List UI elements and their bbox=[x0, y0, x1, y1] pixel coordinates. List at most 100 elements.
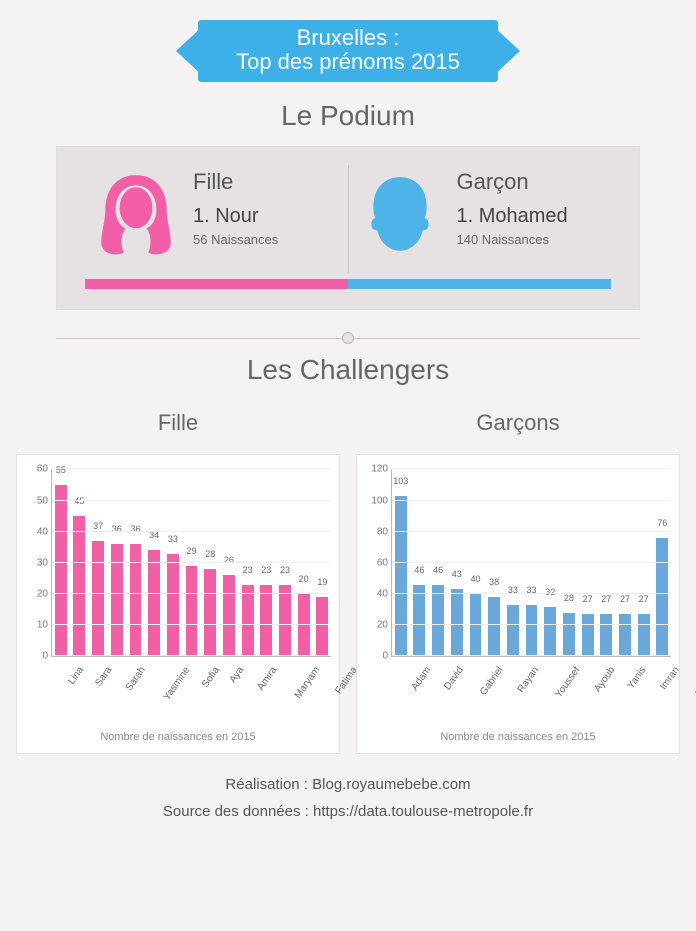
boy-winner: 1. Mohamed bbox=[457, 205, 568, 228]
divider-dot bbox=[342, 332, 354, 344]
bar-value-label: 27 bbox=[583, 594, 593, 604]
boys-xlabels: AdamDavidGabrielRayanYoussefAyoubYanisIm… bbox=[391, 657, 671, 713]
bar-value-label: 23 bbox=[261, 565, 271, 575]
bar-wrap: 33 bbox=[507, 469, 519, 656]
gridline bbox=[52, 468, 331, 469]
bar-value-label: 23 bbox=[280, 565, 290, 575]
ytick-label: 20 bbox=[22, 589, 48, 600]
bar-wrap: 27 bbox=[600, 469, 612, 656]
bar-value-label: 19 bbox=[317, 577, 327, 587]
bar-wrap: 29 bbox=[186, 469, 198, 656]
bar-wrap: 36 bbox=[130, 469, 142, 656]
bar-wrap: 34 bbox=[148, 469, 160, 656]
bar-wrap: 23 bbox=[260, 469, 272, 656]
bar-wrap: 40 bbox=[470, 469, 482, 656]
bar-wrap: 43 bbox=[451, 469, 463, 656]
charts-row: Fille 554537363634332928262323232019 010… bbox=[8, 400, 688, 754]
bar bbox=[186, 566, 198, 656]
girl-births: 56 Naissances bbox=[193, 232, 278, 247]
infographic-root: Bruxelles : Top des prénoms 2015 Le Podi… bbox=[0, 0, 696, 832]
section-divider bbox=[56, 332, 640, 344]
boys-bar-chart: 1034646434038333332282727272776 02040608… bbox=[356, 454, 680, 754]
bar bbox=[544, 607, 556, 657]
ytick-label: 100 bbox=[362, 495, 388, 506]
gridline bbox=[52, 562, 331, 563]
girl-label: Fille bbox=[193, 169, 278, 195]
bar-wrap: 19 bbox=[316, 469, 328, 656]
bar-wrap: 20 bbox=[298, 469, 310, 656]
bar-wrap: 32 bbox=[544, 469, 556, 656]
podium-girl-text: Fille 1. Nour 56 Naissances bbox=[193, 169, 278, 247]
ytick-label: 0 bbox=[362, 651, 388, 662]
bar-value-label: 23 bbox=[243, 565, 253, 575]
podium-bar bbox=[85, 279, 611, 289]
bar bbox=[600, 614, 612, 656]
bar-wrap: 23 bbox=[242, 469, 254, 656]
bar bbox=[148, 550, 160, 656]
bar bbox=[507, 605, 519, 656]
gridline bbox=[392, 593, 671, 594]
girls-chart-col: Fille 554537363634332928262323232019 010… bbox=[16, 400, 340, 754]
ytick-label: 60 bbox=[22, 464, 48, 475]
bar-value-label: 33 bbox=[168, 534, 178, 544]
bar-wrap: 33 bbox=[526, 469, 538, 656]
podium-row: Fille 1. Nour 56 Naissances Garçon 1. Mo… bbox=[85, 165, 611, 273]
ytick-label: 120 bbox=[362, 464, 388, 475]
bar-value-label: 46 bbox=[433, 565, 443, 575]
gridline bbox=[392, 468, 671, 469]
bar bbox=[279, 585, 291, 657]
bar bbox=[413, 585, 425, 657]
title-line-1: Bruxelles : bbox=[236, 26, 460, 50]
girls-xlabels: LinaSaraSarahYasmineSofiaAyaAmiraMaryamF… bbox=[51, 657, 331, 713]
bar-value-label: 46 bbox=[414, 565, 424, 575]
bar-value-label: 43 bbox=[452, 569, 462, 579]
podium-card: Fille 1. Nour 56 Naissances Garçon 1. Mo… bbox=[56, 146, 640, 310]
podium-girl: Fille 1. Nour 56 Naissances bbox=[85, 165, 348, 273]
bar-value-label: 28 bbox=[205, 549, 215, 559]
gridline bbox=[52, 655, 331, 656]
title-line-2: Top des prénoms 2015 bbox=[236, 50, 460, 74]
ytick-label: 0 bbox=[22, 651, 48, 662]
boys-caption: Nombre de naissances en 2015 bbox=[357, 731, 679, 743]
bar-value-label: 55 bbox=[56, 465, 66, 475]
bar-value-label: 40 bbox=[470, 574, 480, 584]
gridline bbox=[392, 562, 671, 563]
bar-wrap: 27 bbox=[619, 469, 631, 656]
podium-boy-text: Garçon 1. Mohamed 140 Naissances bbox=[457, 169, 568, 247]
bar-value-label: 45 bbox=[74, 496, 84, 506]
bar-wrap: 76 bbox=[656, 469, 668, 656]
girls-bar-chart: 554537363634332928262323232019 010203040… bbox=[16, 454, 340, 754]
boy-births: 140 Naissances bbox=[457, 232, 568, 247]
bar bbox=[73, 516, 85, 656]
bar-value-label: 34 bbox=[149, 530, 159, 540]
ytick-label: 40 bbox=[22, 526, 48, 537]
bar-wrap: 26 bbox=[223, 469, 235, 656]
ytick-label: 40 bbox=[362, 589, 388, 600]
bar-value-label: 76 bbox=[657, 518, 667, 528]
bar-wrap: 45 bbox=[73, 469, 85, 656]
podium-bar-blue bbox=[348, 279, 611, 289]
bar-wrap: 103 bbox=[395, 469, 407, 656]
bar bbox=[526, 605, 538, 656]
bar-value-label: 29 bbox=[187, 546, 197, 556]
challengers-heading: Les Challengers bbox=[8, 354, 688, 386]
boys-chart-col: Garçons 1034646434038333332282727272776 … bbox=[356, 400, 680, 754]
ytick-label: 20 bbox=[362, 620, 388, 631]
girls-caption: Nombre de naissances en 2015 bbox=[17, 731, 339, 743]
ytick-label: 50 bbox=[22, 495, 48, 506]
bar bbox=[432, 585, 444, 657]
girl-head-icon bbox=[95, 169, 177, 261]
bar-wrap: 46 bbox=[432, 469, 444, 656]
bar bbox=[92, 541, 104, 656]
bar-value-label: 103 bbox=[393, 476, 408, 486]
bar-wrap: 46 bbox=[413, 469, 425, 656]
boys-bars: 1034646434038333332282727272776 bbox=[392, 469, 671, 656]
bar-wrap: 23 bbox=[279, 469, 291, 656]
bar bbox=[395, 496, 407, 657]
bar bbox=[223, 575, 235, 656]
girls-plot-area: 554537363634332928262323232019 010203040… bbox=[51, 469, 331, 657]
bar-wrap: 27 bbox=[582, 469, 594, 656]
ytick-label: 60 bbox=[362, 557, 388, 568]
gridline bbox=[52, 593, 331, 594]
bar-value-label: 32 bbox=[545, 587, 555, 597]
